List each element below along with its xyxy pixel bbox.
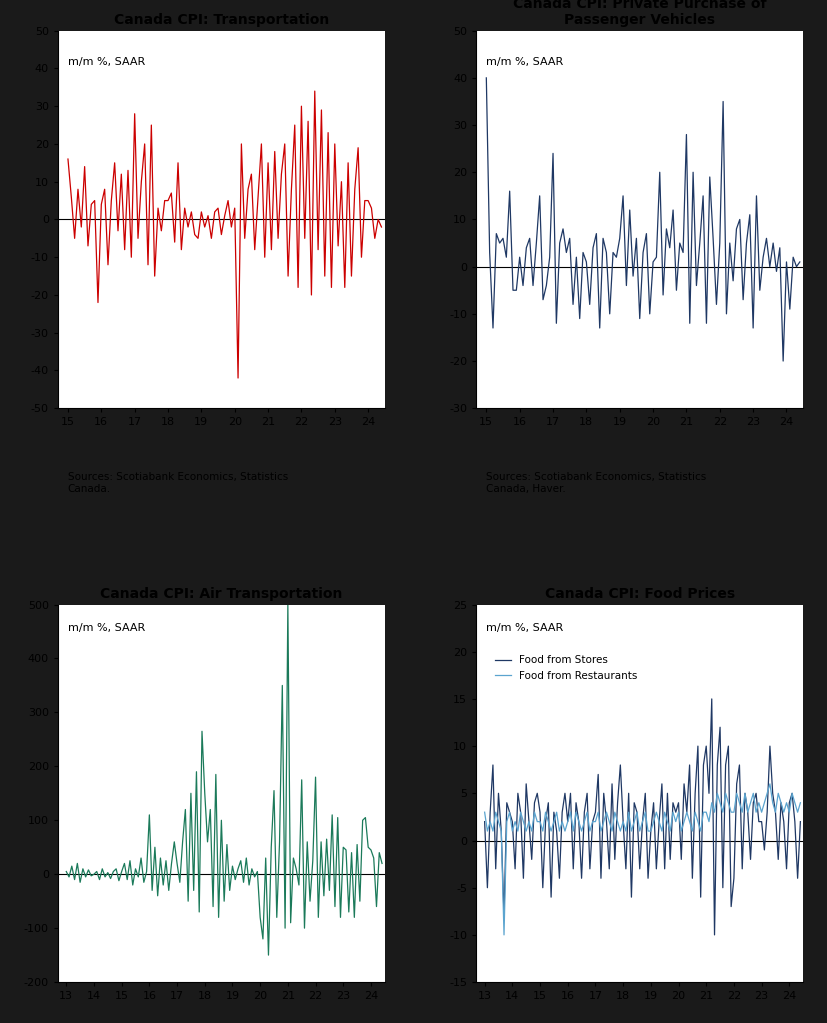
Food from Stores [706, 693, 716, 705]
Food from Stores [709, 929, 719, 941]
Food from Restaurants [600, 806, 610, 818]
Text: Sources: Scotiabank Economics, Statistics
Canada.: Sources: Scotiabank Economics, Statistic… [68, 473, 288, 494]
Food from Restaurants [479, 806, 489, 818]
Food from Stores [479, 815, 489, 828]
Title: Canada CPI: Air Transportation: Canada CPI: Air Transportation [100, 586, 342, 601]
Food from Stores [551, 825, 561, 837]
Food from Stores [670, 806, 680, 818]
Title: Canada CPI: Transportation: Canada CPI: Transportation [113, 12, 328, 27]
Food from Stores [795, 815, 805, 828]
Food from Restaurants [764, 777, 774, 790]
Food from Stores [762, 806, 772, 818]
Food from Restaurants [554, 825, 564, 837]
Food from Stores [581, 787, 591, 799]
Food from Restaurants [499, 929, 509, 941]
Text: m/m %, SAAR: m/m %, SAAR [68, 623, 145, 633]
Title: Canada CPI: Food Prices: Canada CPI: Food Prices [544, 586, 734, 601]
Text: m/m %, SAAR: m/m %, SAAR [68, 57, 145, 68]
Line: Food from Stores: Food from Stores [484, 699, 800, 935]
Food from Restaurants [672, 806, 682, 818]
Text: m/m %, SAAR: m/m %, SAAR [485, 57, 562, 68]
Food from Stores [520, 777, 530, 790]
Legend: Food from Stores, Food from Restaurants: Food from Stores, Food from Restaurants [490, 652, 641, 684]
Text: m/m %, SAAR: m/m %, SAAR [485, 623, 562, 633]
Food from Restaurants [758, 797, 768, 809]
Title: Canada CPI: Private Purchase of
Passenger Vehicles: Canada CPI: Private Purchase of Passenge… [513, 0, 766, 27]
Food from Stores [598, 787, 608, 799]
Text: Sources: Scotiabank Economics, Statistics
Canada, Haver.: Sources: Scotiabank Economics, Statistic… [485, 473, 705, 494]
Line: Food from Restaurants: Food from Restaurants [484, 784, 800, 935]
Food from Restaurants [795, 797, 805, 809]
Food from Restaurants [584, 825, 594, 837]
Food from Restaurants [523, 815, 533, 828]
